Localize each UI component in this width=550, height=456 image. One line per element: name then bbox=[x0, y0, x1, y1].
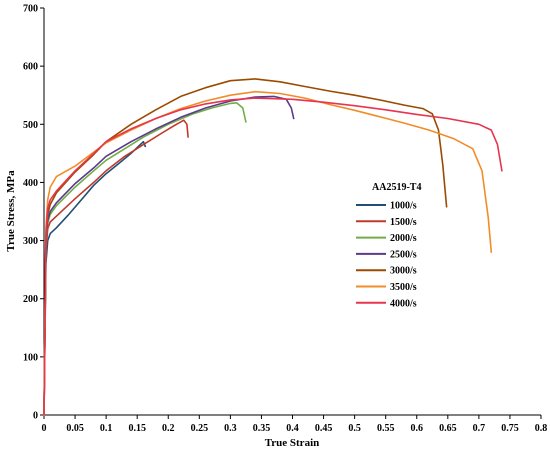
series-line-1000-per-s bbox=[43, 140, 147, 416]
x-tick-label: 0 bbox=[42, 423, 47, 434]
legend-label: 4000/s bbox=[390, 298, 417, 309]
series-line-1500-per-s bbox=[43, 119, 189, 416]
series-line-3000-per-s bbox=[43, 78, 448, 416]
x-tick-label: 0.05 bbox=[66, 423, 84, 434]
y-ticks: 0 100 200 300 400 500 600 700 bbox=[23, 4, 44, 422]
x-tick-label: 0.75 bbox=[501, 423, 519, 434]
series-line-3500-per-s bbox=[43, 90, 493, 416]
y-tick-label: 700 bbox=[23, 4, 38, 15]
x-tick-label: 0.35 bbox=[253, 423, 271, 434]
x-tick-label: 0.7 bbox=[473, 423, 486, 434]
x-tick-label: 0.45 bbox=[315, 423, 333, 434]
x-tick-label: 0.25 bbox=[191, 423, 209, 434]
x-tick-label: 0.1 bbox=[100, 423, 113, 434]
y-tick-label: 500 bbox=[23, 120, 38, 131]
x-tick-label: 0.5 bbox=[348, 423, 361, 434]
y-tick-label: 300 bbox=[23, 236, 38, 247]
series-line-4000-per-s bbox=[43, 97, 503, 416]
x-ticks: 0 0.05 0.1 0.15 0.2 0.25 0.3 0.35 0.4 0.45 0.5 0.55… bbox=[42, 415, 548, 434]
legend-label: 2000/s bbox=[390, 233, 417, 244]
y-tick-label: 200 bbox=[23, 294, 38, 305]
x-tick-label: 0.3 bbox=[224, 423, 237, 434]
legend-title: AA2519-T4 bbox=[372, 182, 421, 193]
x-tick-label: 0.6 bbox=[411, 423, 424, 434]
y-tick-label: 400 bbox=[23, 178, 38, 189]
y-tick-label: 100 bbox=[23, 352, 38, 363]
series-group bbox=[43, 78, 503, 416]
legend-label: 3500/s bbox=[390, 282, 417, 293]
legend-label: 1000/s bbox=[390, 201, 417, 212]
x-tick-label: 0.8 bbox=[535, 423, 548, 434]
axes bbox=[43, 8, 541, 416]
y-axis-title: True Stress, MPa bbox=[5, 170, 17, 252]
legend-label: 2500/s bbox=[390, 249, 417, 260]
legend-label: 3000/s bbox=[390, 266, 417, 277]
legend-label: 1500/s bbox=[390, 217, 417, 228]
series-line-2500-per-s bbox=[43, 95, 295, 416]
x-tick-label: 0.2 bbox=[162, 423, 175, 434]
series-line-2000-per-s bbox=[43, 102, 247, 416]
y-tick-label: 600 bbox=[23, 62, 38, 73]
legend: AA2519-T4 1000/s 1500/s 2000/s 2500/s 3000/s… bbox=[356, 182, 421, 309]
x-tick-label: 0.55 bbox=[377, 423, 395, 434]
x-tick-label: 0.65 bbox=[439, 423, 457, 434]
x-tick-label: 0.15 bbox=[128, 423, 146, 434]
y-tick-label: 0 bbox=[33, 411, 38, 422]
x-tick-label: 0.4 bbox=[286, 423, 299, 434]
x-axis-title: True Strain bbox=[265, 437, 320, 449]
